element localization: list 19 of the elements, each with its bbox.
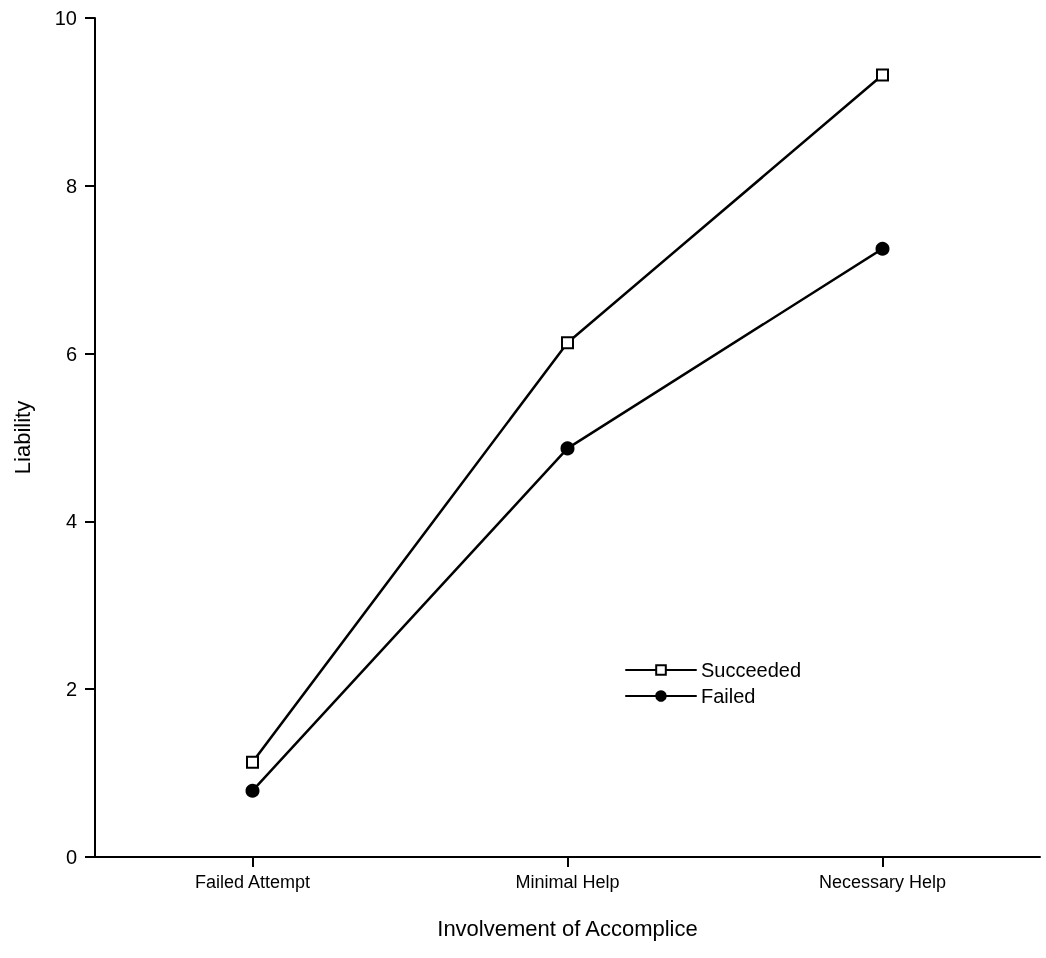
x-tick-label: Minimal Help [515,872,620,892]
legend-label: Failed [701,685,756,707]
y-axis-title: Liability [9,400,35,475]
point [246,755,259,769]
y-tick-label: 2 [65,678,77,701]
y-tick-label: 0 [65,846,77,868]
y-tick-label: 4 [65,510,77,533]
point [875,241,890,256]
legend-label: Succeeded [701,659,802,681]
point [245,783,260,798]
point [561,336,574,350]
x-tick-label: Failed Attempt [194,872,311,892]
point [560,441,575,456]
point [876,68,889,82]
y-tick-label: 10 [54,7,77,29]
x-axis-title: Involvement of Accomplice [437,915,698,941]
y-tick-label: 6 [65,342,77,365]
y-tick-label: 8 [65,174,77,197]
x-tick-label: Necessary Help [818,872,947,892]
